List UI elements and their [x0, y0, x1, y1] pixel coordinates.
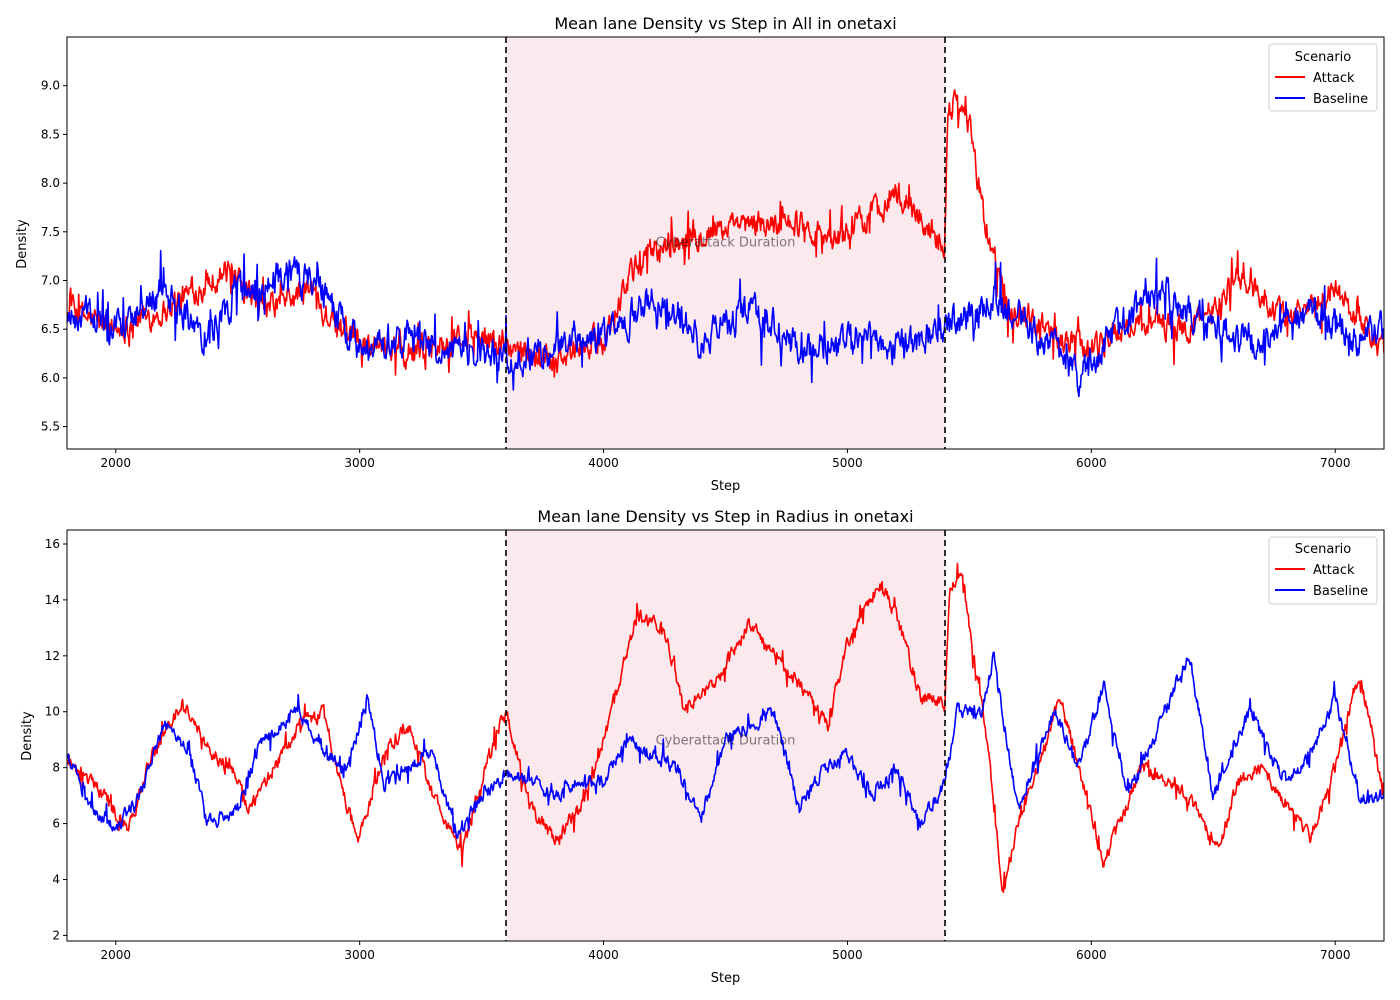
y-tick-label: 10 — [45, 705, 60, 719]
y-tick-label: 6.0 — [41, 371, 60, 385]
x-tick-label: 2000 — [101, 948, 132, 962]
chart-title: Mean lane Density vs Step in Radius in o… — [537, 507, 913, 526]
x-tick-label: 6000 — [1076, 456, 1107, 470]
series-line-baseline — [67, 249, 1384, 398]
legend: Scenario Attack Baseline — [1268, 43, 1378, 112]
y-tick-label: 9.0 — [41, 79, 60, 93]
x-tick-label: 7000 — [1320, 456, 1351, 470]
x-tick-label: 6000 — [1076, 948, 1107, 962]
legend-frame — [1268, 43, 1378, 112]
legend-baseline-label: Baseline — [1313, 584, 1368, 599]
legend-baseline-label: Baseline — [1313, 92, 1368, 107]
y-tick-label: 5.5 — [41, 420, 60, 434]
legend-frame — [1268, 536, 1378, 605]
plot-area: Cyberattack Duration 2000 3000 4000 5000 6000… — [45, 529, 1385, 962]
span-label: Cyberattack Duration — [656, 734, 796, 749]
x-axis-label: Step — [711, 479, 741, 494]
legend-title: Scenario — [1295, 542, 1352, 557]
y-axis-label: Density — [20, 711, 35, 761]
attack-span — [506, 37, 945, 449]
y-tick-label: 12 — [45, 649, 60, 663]
plot-frame — [66, 529, 1385, 942]
series-line-attack — [67, 562, 1384, 894]
series-line-attack — [67, 89, 1384, 378]
x-axis-label: Step — [711, 971, 741, 986]
legend: Scenario Attack Baseline — [1268, 536, 1378, 605]
x-tick-label: 2000 — [101, 456, 132, 470]
y-tick-label: 8.5 — [41, 127, 60, 141]
y-tick-label: 7.5 — [41, 225, 60, 239]
x-tick-label: 5000 — [832, 456, 863, 470]
x-tick-label: 4000 — [588, 456, 619, 470]
y-tick-label: 16 — [45, 537, 60, 551]
plot-frame — [66, 36, 1385, 450]
span-label: Cyberattack Duration — [656, 236, 796, 251]
y-tick-label: 14 — [45, 593, 60, 607]
y-tick-label: 8 — [52, 761, 60, 775]
x-tick-label: 3000 — [344, 456, 375, 470]
x-tick-label: 4000 — [588, 948, 619, 962]
y-tick-label: 6.5 — [41, 322, 60, 336]
plot-area: Cyberattack Duration 2000 3000 4000 5000 6000… — [41, 36, 1385, 470]
y-tick-label: 2 — [52, 928, 60, 942]
y-tick-label: 6 — [52, 817, 60, 831]
chart-panel-top: Mean lane Density vs Step in All in onet… — [15, 14, 1385, 494]
y-tick-label: 8.0 — [41, 176, 60, 190]
y-tick-label: 7.0 — [41, 273, 60, 287]
x-tick-label: 5000 — [832, 948, 863, 962]
x-tick-label: 3000 — [344, 948, 375, 962]
chart-title: Mean lane Density vs Step in All in onet… — [554, 14, 896, 33]
y-axis-label: Density — [15, 219, 30, 269]
y-tick-label: 4 — [52, 872, 60, 886]
legend-title: Scenario — [1295, 50, 1352, 65]
x-tick-label: 7000 — [1320, 948, 1351, 962]
chart-panel-bottom: Mean lane Density vs Step in Radius in o… — [20, 507, 1385, 986]
legend-attack-label: Attack — [1313, 563, 1355, 578]
legend-attack-label: Attack — [1313, 71, 1355, 86]
series-line-baseline — [67, 651, 1384, 840]
